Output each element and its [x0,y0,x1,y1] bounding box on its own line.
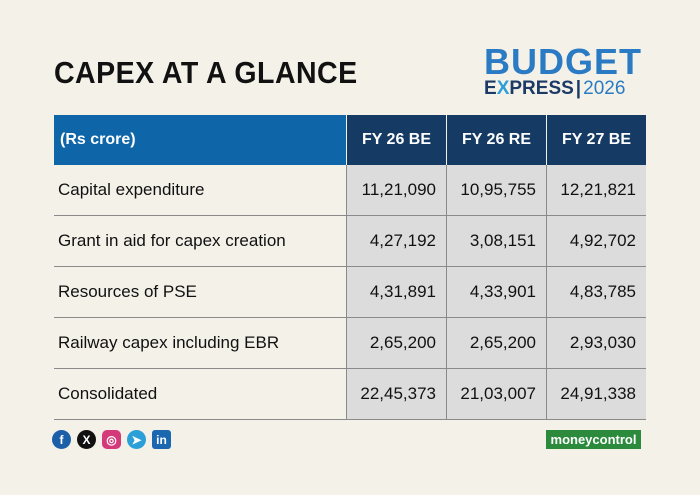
row-label: Capital expenditure [54,165,347,216]
cell-value: 4,92,702 [546,215,646,267]
logo-budget-text: BUDGET [484,41,642,82]
table-row: Resources of PSE 4,31,891 4,33,901 4,83,… [54,266,646,318]
cell-value: 2,65,200 [446,317,547,369]
header-unit: (Rs crore) [54,115,347,165]
row-label: Grant in aid for capex creation [54,215,347,267]
cell-value: 11,21,090 [346,165,447,216]
header-fy26-be: FY 26 BE [346,115,447,165]
cell-value: 3,08,151 [446,215,547,267]
moneycontrol-logo: moneycontrol [546,430,641,449]
header-fy26-re: FY 26 RE [446,115,547,165]
cell-value: 22,45,373 [346,368,447,420]
cell-value: 4,83,785 [546,266,646,318]
cell-value: 4,27,192 [346,215,447,267]
cell-value: 24,91,338 [546,368,646,420]
budget-express-logo: BUDGET EXPRESS | 2026 [468,44,656,100]
capex-table: (Rs crore) FY 26 BE FY 26 RE FY 27 BE Ca… [54,115,646,420]
cell-value: 12,21,821 [546,165,646,216]
linkedin-icon[interactable]: in [152,430,171,449]
cell-value: 4,33,901 [446,266,547,318]
cell-value: 2,93,030 [546,317,646,369]
header-fy27-be: FY 27 BE [546,115,646,165]
instagram-icon[interactable]: ◎ [102,430,121,449]
table-row: Consolidated 22,45,373 21,03,007 24,91,3… [54,368,646,420]
row-label: Resources of PSE [54,266,347,318]
facebook-icon[interactable]: f [52,430,71,449]
row-label: Railway capex including EBR [54,317,347,369]
logo-year: 2026 [583,78,626,99]
logo-express-text: EXPRESS | 2026 [484,78,626,99]
cell-value: 2,65,200 [346,317,447,369]
cell-value: 21,03,007 [446,368,547,420]
social-links: f X ◎ ➤ in [52,430,171,450]
row-label: Consolidated [54,368,347,420]
cell-value: 4,31,891 [346,266,447,318]
telegram-icon[interactable]: ➤ [127,430,146,449]
table-row: Capital expenditure 11,21,090 10,95,755 … [54,165,646,216]
table-header-row: (Rs crore) FY 26 BE FY 26 RE FY 27 BE [54,115,646,165]
cell-value: 10,95,755 [446,165,547,216]
x-icon[interactable]: X [77,430,96,449]
page-title: CAPEX AT A GLANCE [54,55,358,90]
table-row: Railway capex including EBR 2,65,200 2,6… [54,317,646,369]
table-row: Grant in aid for capex creation 4,27,192… [54,215,646,267]
